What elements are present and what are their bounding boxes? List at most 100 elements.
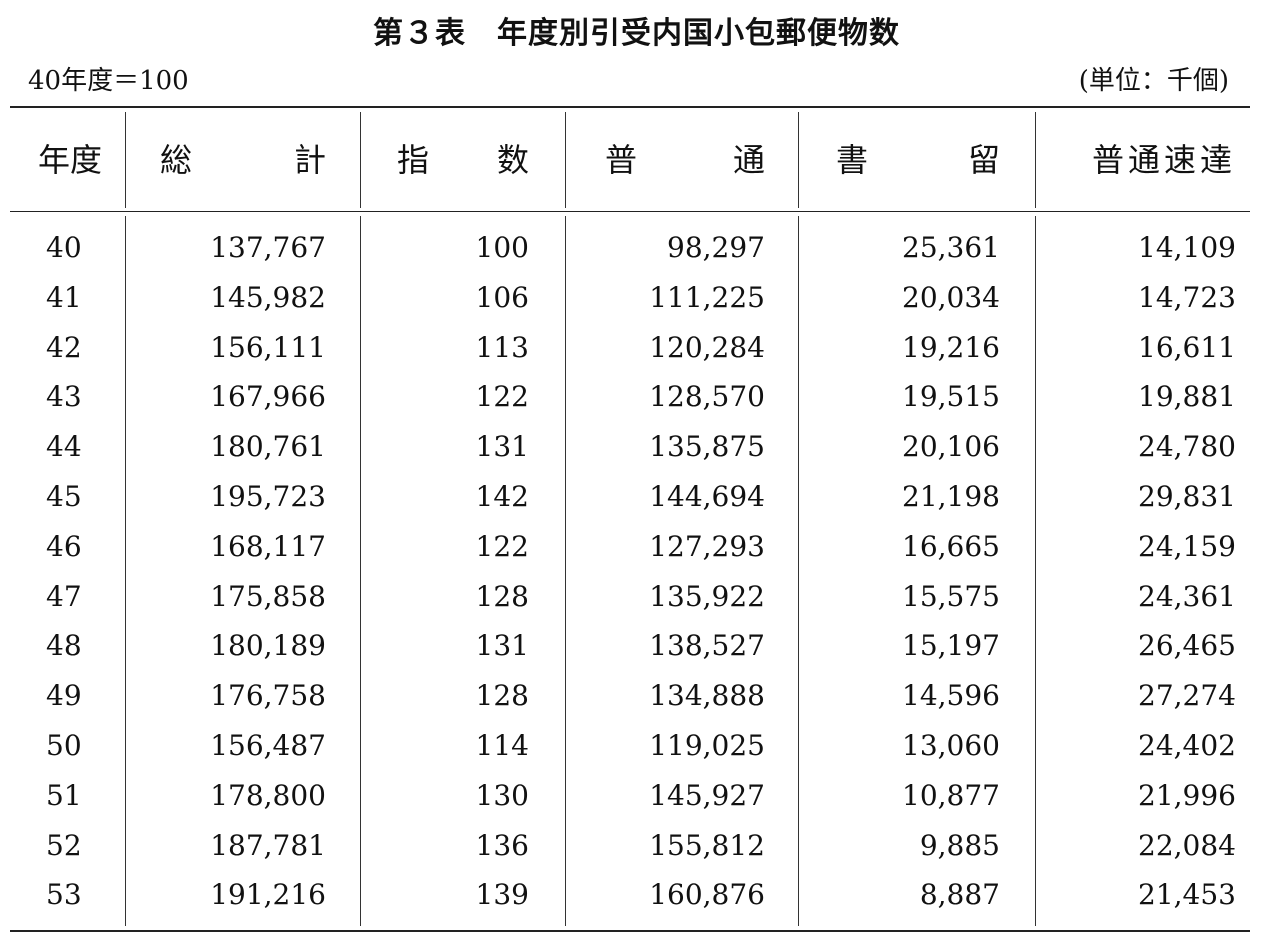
table-row: 45 195,723 142 144,694 21,198 29,831 (0, 475, 1273, 525)
table-row: 51 178,800 130 145,927 10,877 21,996 (0, 774, 1273, 824)
cell-index: 136 (475, 828, 529, 862)
cell-normal-express: 26,465 (1138, 629, 1236, 663)
cell-registered: 25,361 (902, 231, 1000, 264)
header-normal: 普 通 (605, 140, 765, 180)
cell-index: 131 (475, 629, 529, 663)
table-row: 48 180,189 131 138,527 15,197 26,465 (0, 624, 1273, 674)
column-divider (798, 112, 799, 208)
cell-index: 128 (475, 679, 529, 713)
cell-index: 122 (475, 380, 529, 414)
cell-year: 42 (46, 330, 82, 364)
column-divider (360, 112, 361, 208)
cell-year: 41 (46, 280, 82, 314)
column-divider (125, 216, 126, 926)
header-registered-char-2: 留 (967, 141, 1000, 179)
cell-normal-express: 21,453 (1138, 878, 1236, 912)
cell-registered: 14,596 (902, 679, 1000, 713)
cell-normal: 135,922 (649, 579, 765, 613)
cell-normal: 135,875 (649, 430, 765, 464)
column-divider (565, 112, 566, 208)
header-year: 年度 (38, 141, 103, 179)
cell-normal: 127,293 (649, 529, 765, 563)
cell-total: 167,966 (210, 380, 326, 414)
header-total-char-2: 計 (293, 141, 326, 179)
top-rule (10, 106, 1250, 108)
cell-registered: 15,575 (902, 579, 1000, 613)
cell-normal: 120,284 (649, 330, 765, 364)
cell-year: 46 (46, 529, 82, 563)
header-registered-char-1: 書 (836, 141, 869, 179)
bottom-rule (10, 930, 1250, 932)
table-row: 52 187,781 136 155,812 9,885 22,084 (0, 824, 1273, 874)
cell-normal-express: 14,723 (1138, 280, 1236, 314)
cell-total: 180,189 (210, 629, 326, 663)
cell-normal: 128,570 (649, 380, 765, 414)
cell-total: 195,723 (210, 479, 326, 513)
cell-total: 156,111 (210, 330, 326, 364)
header-rule (10, 211, 1250, 212)
cell-registered: 19,216 (902, 330, 1000, 364)
table-row: 47 175,858 128 135,922 15,575 24,361 (0, 575, 1273, 625)
header-normal-char-1: 普 (605, 141, 638, 179)
cell-normal: 144,694 (649, 479, 765, 513)
cell-registered: 16,665 (902, 529, 1000, 563)
cell-normal-express: 14,109 (1138, 231, 1236, 264)
column-divider (360, 216, 361, 926)
cell-index: 100 (475, 231, 529, 264)
cell-index: 130 (475, 778, 529, 812)
cell-total: 178,800 (210, 778, 326, 812)
cell-registered: 10,877 (902, 778, 1000, 812)
table-row: 46 168,117 122 127,293 16,665 24,159 (0, 525, 1273, 575)
cell-total: 175,858 (210, 579, 326, 613)
cell-year: 43 (46, 380, 82, 414)
cell-normal-express: 16,611 (1138, 330, 1236, 364)
header-total: 総 計 (160, 140, 326, 180)
cell-registered: 20,106 (902, 430, 1000, 464)
cell-total: 168,117 (210, 529, 326, 563)
header-normal-char-2: 通 (732, 141, 765, 179)
column-divider (1035, 112, 1036, 208)
cell-total: 137,767 (210, 231, 326, 264)
header-normal-express: 普通速達 (1091, 141, 1236, 179)
cell-registered: 15,197 (902, 629, 1000, 663)
cell-total: 145,982 (210, 280, 326, 314)
header-total-char-1: 総 (160, 141, 193, 179)
column-divider (798, 216, 799, 926)
column-divider (565, 216, 566, 926)
table-row: 53 191,216 139 160,876 8,887 21,453 (0, 873, 1273, 923)
cell-index: 128 (475, 579, 529, 613)
cell-normal: 160,876 (649, 878, 765, 912)
cell-year: 44 (46, 430, 82, 464)
cell-normal-express: 21,996 (1138, 778, 1236, 812)
header-registered: 書 留 (836, 140, 1000, 180)
cell-normal: 145,927 (649, 778, 765, 812)
cell-year: 51 (46, 778, 82, 812)
unit-note: (単位：千個) (1078, 66, 1229, 96)
cell-registered: 8,887 (919, 878, 1000, 912)
cell-index: 122 (475, 529, 529, 563)
column-divider (125, 112, 126, 208)
table-row: 40 137,767 100 98,297 25,361 14,109 (0, 226, 1273, 276)
cell-registered: 21,198 (902, 479, 1000, 513)
cell-normal: 111,225 (649, 280, 765, 314)
cell-year: 48 (46, 629, 82, 663)
cell-normal: 155,812 (649, 828, 765, 862)
cell-year: 40 (46, 231, 82, 264)
table-row: 41 145,982 106 111,225 20,034 14,723 (0, 276, 1273, 326)
table-title: 第３表 年度別引受内国小包郵便物数 (373, 16, 900, 51)
cell-normal: 119,025 (649, 728, 765, 762)
cell-index: 139 (475, 878, 529, 912)
cell-index: 114 (475, 728, 529, 762)
cell-normal: 134,888 (649, 679, 765, 713)
table-row: 42 156,111 113 120,284 19,216 16,611 (0, 326, 1273, 376)
cell-normal-express: 24,402 (1138, 728, 1236, 762)
cell-registered: 20,034 (902, 280, 1000, 314)
cell-normal-express: 22,084 (1138, 828, 1236, 862)
header-index: 指 数 (397, 140, 529, 180)
base-year-note: 40年度＝100 (28, 66, 189, 96)
cell-normal-express: 24,361 (1138, 579, 1236, 613)
table-row: 43 167,966 122 128,570 19,515 19,881 (0, 375, 1273, 425)
cell-year: 49 (46, 679, 82, 713)
column-divider (1035, 216, 1036, 926)
cell-total: 176,758 (210, 679, 326, 713)
